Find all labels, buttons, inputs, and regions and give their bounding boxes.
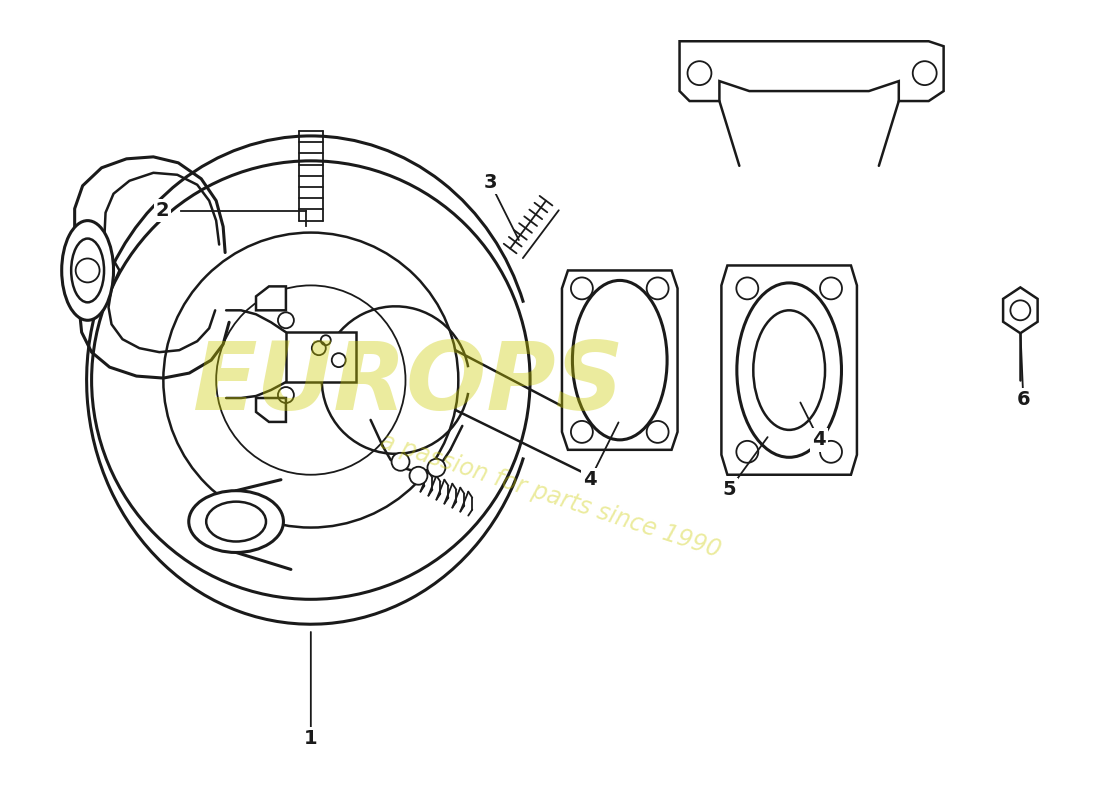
Circle shape: [428, 458, 446, 477]
Polygon shape: [722, 266, 857, 474]
Circle shape: [409, 466, 428, 485]
Text: 2: 2: [156, 201, 169, 220]
Ellipse shape: [62, 221, 113, 320]
Polygon shape: [562, 270, 678, 450]
Polygon shape: [286, 332, 355, 382]
Circle shape: [392, 453, 409, 470]
Text: 1: 1: [304, 730, 318, 748]
Circle shape: [647, 278, 669, 299]
Circle shape: [332, 353, 345, 367]
Circle shape: [571, 278, 593, 299]
Text: 4: 4: [583, 470, 596, 490]
Text: EUROPS: EUROPS: [191, 338, 624, 430]
Circle shape: [91, 161, 530, 599]
Text: 4: 4: [812, 430, 826, 450]
Polygon shape: [256, 286, 286, 310]
Text: 6: 6: [1016, 390, 1031, 410]
Text: a passion for parts since 1990: a passion for parts since 1990: [376, 429, 724, 562]
Polygon shape: [256, 398, 286, 422]
Circle shape: [736, 441, 758, 462]
Circle shape: [571, 421, 593, 443]
Polygon shape: [1003, 287, 1037, 334]
Text: 5: 5: [723, 480, 736, 499]
Text: 3: 3: [484, 174, 497, 192]
Circle shape: [647, 421, 669, 443]
Ellipse shape: [189, 490, 284, 553]
Circle shape: [688, 61, 712, 85]
Circle shape: [821, 278, 842, 299]
Circle shape: [821, 441, 842, 462]
Circle shape: [736, 278, 758, 299]
Circle shape: [913, 61, 937, 85]
Circle shape: [311, 342, 326, 355]
Polygon shape: [680, 42, 944, 101]
